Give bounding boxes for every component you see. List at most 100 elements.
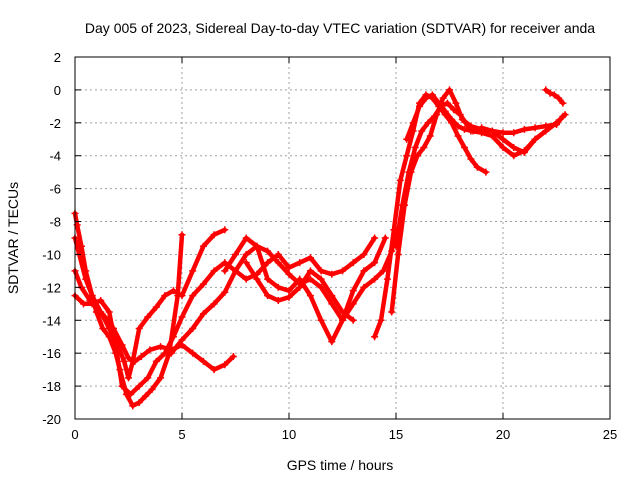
data-point xyxy=(242,250,250,258)
data-point xyxy=(360,267,368,275)
data-point xyxy=(189,267,197,275)
data-point xyxy=(317,275,325,283)
data-point xyxy=(426,132,434,140)
data-point xyxy=(285,270,293,278)
series-7 xyxy=(242,259,357,324)
data-point xyxy=(189,349,197,357)
data-point xyxy=(390,226,398,234)
data-point xyxy=(377,316,385,324)
data-point xyxy=(285,293,293,301)
data-point xyxy=(242,275,250,283)
data-point xyxy=(97,297,105,305)
data-point xyxy=(264,292,272,300)
data-point xyxy=(274,259,282,267)
x-tick-label: 5 xyxy=(178,427,185,442)
data-point xyxy=(221,288,229,296)
data-point xyxy=(388,308,396,316)
data-point xyxy=(118,382,126,390)
data-point xyxy=(221,361,229,369)
data-point xyxy=(144,374,152,382)
data-point xyxy=(422,94,430,102)
chart-title: Day 005 of 2023, Sidereal Day-to-day VTE… xyxy=(85,20,595,36)
data-point xyxy=(199,310,207,318)
data-point xyxy=(379,267,387,275)
data-point xyxy=(120,357,128,365)
data-point xyxy=(371,275,379,283)
data-point xyxy=(499,144,507,151)
y-tick-label: -10 xyxy=(42,247,61,262)
data-point xyxy=(157,343,165,351)
data-point xyxy=(317,316,325,324)
series-trace xyxy=(72,235,377,397)
data-point xyxy=(232,250,239,258)
data-point xyxy=(80,300,88,308)
data-point xyxy=(555,94,563,102)
data-point xyxy=(392,242,400,250)
data-point xyxy=(135,399,143,407)
x-tick-label: 0 xyxy=(71,427,78,442)
data-point xyxy=(129,402,137,410)
series-10 xyxy=(392,99,569,250)
data-point xyxy=(561,111,569,119)
x-tick-label: 15 xyxy=(389,427,403,442)
data-point xyxy=(189,292,197,300)
data-point xyxy=(328,338,336,346)
data-point xyxy=(317,283,325,291)
data-point xyxy=(229,352,237,360)
data-point xyxy=(409,119,417,127)
data-point xyxy=(169,333,177,341)
data-point xyxy=(178,313,186,321)
data-point xyxy=(460,144,468,151)
data-point xyxy=(510,144,518,151)
data-point xyxy=(285,287,293,295)
data-point xyxy=(394,250,402,258)
data-point xyxy=(398,201,406,209)
data-point xyxy=(232,267,239,275)
data-point xyxy=(210,300,218,308)
y-tick-label: -18 xyxy=(42,379,61,394)
data-point xyxy=(339,316,346,324)
data-point xyxy=(435,99,443,107)
data-point xyxy=(499,135,507,143)
y-tick-label: -14 xyxy=(42,313,61,328)
data-point xyxy=(542,127,550,135)
data-point xyxy=(137,352,145,360)
data-point xyxy=(317,267,325,275)
data-point xyxy=(296,283,304,291)
data-point xyxy=(446,86,453,94)
data-point xyxy=(157,374,165,382)
data-point xyxy=(488,127,496,135)
data-point xyxy=(448,116,456,124)
data-point xyxy=(148,385,156,393)
data-point xyxy=(169,287,177,295)
data-point xyxy=(178,231,186,239)
data-point xyxy=(296,259,304,267)
data-point xyxy=(454,122,462,130)
data-point xyxy=(161,292,169,300)
data-point xyxy=(396,176,404,184)
data-point xyxy=(118,341,126,349)
series-trace xyxy=(389,87,566,315)
data-point xyxy=(452,99,460,107)
data-point xyxy=(210,231,218,239)
y-tick-label: -12 xyxy=(42,280,61,295)
data-point xyxy=(439,94,447,102)
data-point xyxy=(349,300,357,308)
x-axis-label: GPS time / hours xyxy=(287,457,394,473)
data-point xyxy=(210,267,218,275)
data-point xyxy=(189,325,197,332)
series-trace xyxy=(222,235,388,344)
data-point xyxy=(264,275,272,283)
y-tick-label: 0 xyxy=(54,83,61,98)
data-point xyxy=(546,89,554,97)
data-point xyxy=(112,341,120,349)
series-trace xyxy=(393,100,568,249)
data-point xyxy=(221,226,229,234)
data-point xyxy=(431,112,439,120)
data-point xyxy=(443,99,451,107)
grid-lines xyxy=(75,57,610,419)
data-point xyxy=(520,148,528,156)
data-point xyxy=(199,242,207,250)
data-point xyxy=(142,392,150,400)
